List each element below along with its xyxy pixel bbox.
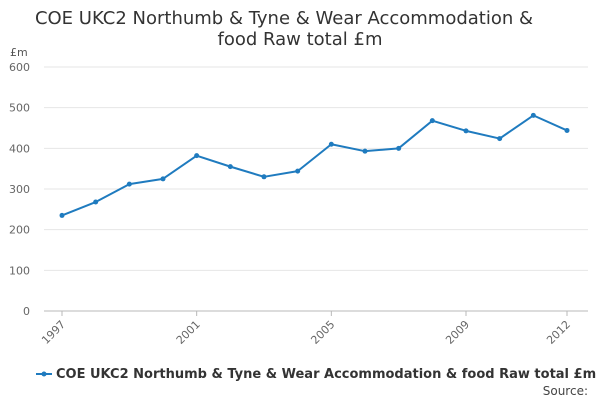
y-axis-ticks: 0 100 200 300 400 500 600: [9, 61, 30, 318]
data-point[interactable]: [194, 153, 200, 159]
data-point[interactable]: [564, 127, 570, 133]
source-label: Source:: [543, 384, 588, 398]
chart-title-line-2: food Raw total £m: [218, 29, 383, 50]
x-tick-label: 1997: [39, 318, 68, 347]
gridlines: [44, 66, 588, 312]
data-point[interactable]: [93, 199, 99, 205]
legend-label: COE UKC2 Northumb & Tyne & Wear Accommod…: [56, 367, 596, 382]
y-tick-label: 500: [9, 102, 30, 115]
x-tick-label: 2012: [544, 318, 573, 347]
y-tick-label: 0: [23, 305, 30, 318]
y-tick-label: 300: [9, 183, 30, 196]
data-point[interactable]: [227, 164, 233, 170]
x-tick-label: 2001: [174, 318, 203, 347]
data-point[interactable]: [261, 174, 267, 180]
series-group: [59, 112, 570, 218]
y-tick-label: 400: [9, 142, 30, 155]
data-point[interactable]: [396, 145, 402, 151]
y-tick-label: 100: [9, 264, 30, 277]
legend-marker-swatch: [41, 371, 47, 377]
x-axis-ticks: 1997 2001 2005 2009 2012: [39, 311, 573, 347]
data-point[interactable]: [126, 181, 132, 187]
data-point[interactable]: [160, 176, 166, 182]
x-tick-label: 2005: [308, 318, 337, 347]
data-point[interactable]: [530, 112, 536, 118]
data-point[interactable]: [362, 148, 368, 154]
y-tick-label: 600: [9, 61, 30, 74]
y-axis-unit: £m: [10, 46, 28, 59]
data-point[interactable]: [429, 118, 435, 124]
data-point[interactable]: [328, 141, 334, 147]
data-point[interactable]: [59, 212, 65, 218]
legend: COE UKC2 Northumb & Tyne & Wear Accommod…: [36, 367, 596, 382]
chart-title-line-1: COE UKC2 Northumb & Tyne & Wear Accommod…: [35, 8, 533, 29]
y-tick-label: 200: [9, 224, 30, 237]
data-point[interactable]: [497, 136, 503, 142]
data-point[interactable]: [463, 128, 469, 134]
data-point[interactable]: [295, 168, 301, 174]
x-tick-label: 2009: [443, 318, 472, 347]
series-line: [61, 114, 568, 217]
